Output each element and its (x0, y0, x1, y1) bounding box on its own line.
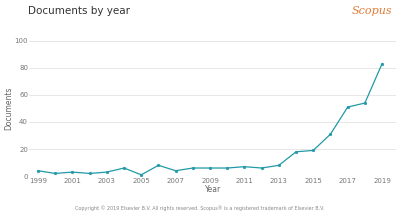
Text: Copyright © 2019 Elsevier B.V. All rights reserved. Scopus® is a registered trad: Copyright © 2019 Elsevier B.V. All right… (75, 205, 325, 211)
X-axis label: Year: Year (204, 185, 221, 194)
Text: Scopus: Scopus (351, 6, 392, 16)
Text: Documents by year: Documents by year (28, 6, 130, 16)
Y-axis label: Documents: Documents (4, 87, 13, 130)
